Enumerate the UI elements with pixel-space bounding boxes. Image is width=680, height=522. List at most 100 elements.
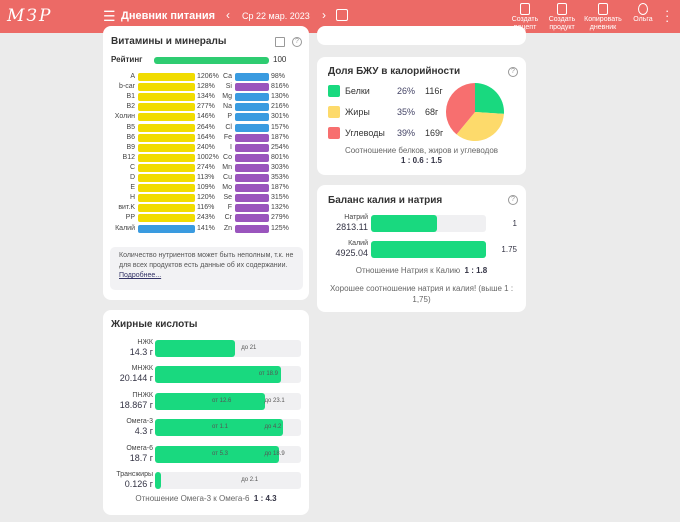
nutrient-bar	[235, 113, 269, 122]
fatty-acid-track: до 21	[155, 340, 301, 357]
nutrient-label: Si	[225, 83, 232, 91]
legend-grams: 116г	[425, 86, 443, 96]
nutrient-label: Zn	[223, 224, 232, 232]
table-icon[interactable]	[275, 37, 285, 47]
omega-ratio: Отношение Омега-3 к Омега-6 1 : 4.3	[135, 494, 277, 503]
prev-day-button[interactable]: ‹	[226, 8, 230, 22]
create-product-button[interactable]: Создать продукт	[545, 3, 579, 32]
nutrient-percent: 187%	[271, 133, 289, 141]
nutrient-row: C 274%	[95, 163, 215, 173]
more-link[interactable]: Подробнее...	[119, 272, 162, 279]
nutrient-label: P	[227, 113, 232, 121]
nutrient-percent: 274%	[197, 163, 215, 171]
fatty-acid-bar	[155, 472, 161, 489]
nutrient-label: b-car	[119, 83, 135, 91]
menu-icon[interactable]: ☰	[103, 8, 116, 24]
kna-value: 4925.04	[335, 248, 368, 258]
kna-name: Натрий	[344, 214, 368, 221]
rating-label: Рейтинг	[111, 55, 143, 64]
fatty-acid-name: Омега-3	[126, 418, 153, 426]
nutrient-bar	[138, 194, 195, 203]
pie-slice-1	[456, 112, 504, 141]
fatty-acid-name: МНЖК	[131, 365, 153, 373]
fatty-acid-label: МНЖК 20.144 г	[107, 365, 153, 383]
nutrient-bar	[235, 103, 269, 112]
fatty-acid-value: 18.7 г	[129, 452, 153, 463]
nutrient-percent: 132%	[271, 204, 289, 212]
nutrient-label: D	[129, 174, 135, 181]
nutrient-row: Cl 157%	[192, 123, 302, 133]
nutrient-row: Se 315%	[192, 193, 302, 203]
fatty-acid-label: ПНЖК 18.867 г	[107, 392, 153, 410]
document-icon	[598, 3, 608, 15]
fatty-acid-track: от 12.6 до 23.1	[155, 392, 301, 410]
nutrient-bar	[138, 143, 195, 152]
nutrient-row: B1 134%	[95, 92, 215, 102]
help-icon[interactable]: ?	[508, 67, 518, 77]
rating-bar	[154, 57, 269, 64]
nutrient-percent: 301%	[271, 113, 289, 121]
nutrient-bar	[235, 174, 269, 182]
nutrient-bar	[235, 163, 269, 172]
nutrient-percent: 240%	[197, 143, 215, 151]
nutrient-label: E	[130, 184, 135, 192]
nutrient-row: B6 164%	[95, 133, 215, 143]
fatty-acid-value: 20.144 г	[119, 373, 153, 384]
help-icon[interactable]: ?	[508, 195, 518, 205]
nutrient-label: PP	[125, 214, 135, 222]
kna-ratio-value: 1	[512, 219, 517, 228]
nutrient-label: B2	[126, 103, 135, 111]
nutrient-row: B5 264%	[95, 123, 215, 133]
nutrient-label: Холин	[114, 113, 135, 121]
copy-diary-button[interactable]: Копировать дневник	[580, 3, 626, 32]
nutrient-percent: 113%	[197, 174, 215, 181]
user-menu[interactable]: Ольга	[630, 3, 656, 24]
nutrient-label: H	[129, 194, 135, 202]
nutrient-percent: 146%	[197, 113, 215, 121]
current-date[interactable]: Ср 22 мар. 2023	[242, 11, 310, 21]
fatty-acid-label: Трансжиры 0.126 г	[107, 471, 153, 489]
product-icon	[557, 3, 567, 15]
nutrient-percent: 243%	[197, 214, 215, 222]
fatty-acid-bar	[155, 445, 280, 463]
nutrient-label: Mn	[222, 163, 232, 171]
nutrient-bar	[235, 73, 269, 81]
nutrient-label: Ca	[223, 73, 232, 80]
nutrient-label: F	[227, 204, 232, 212]
create-recipe-button[interactable]: Создать рецепт	[508, 3, 542, 32]
legend-name: Белки	[345, 86, 370, 96]
logo[interactable]: МЗР	[7, 6, 53, 26]
fatty-acid-name: Омега-6	[126, 444, 153, 452]
fatty-acid-label: Омега-3 4.3 г	[107, 418, 153, 436]
nutrient-label: Cu	[223, 174, 232, 181]
bju-ratio: Соотношение белков, жиров и углеводов 1 :…	[344, 146, 499, 165]
more-icon[interactable]: · · ·	[665, 3, 670, 28]
nutrient-row: Zn 125%	[192, 224, 302, 234]
nutrient-percent: 125%	[271, 224, 289, 232]
norm-marker: от 1.1	[212, 424, 228, 431]
nutrient-label: Mo	[222, 184, 232, 192]
legend-swatch	[328, 106, 340, 118]
nutrient-row: Na 216%	[192, 102, 302, 112]
user-icon	[638, 3, 648, 15]
nutrient-row: I 254%	[192, 143, 302, 153]
kna-track	[371, 215, 486, 232]
next-day-button[interactable]: ›	[322, 8, 326, 22]
nutrient-row: Fe 187%	[192, 133, 302, 143]
bju-pie-chart	[446, 83, 504, 141]
nutrient-label: B1	[126, 93, 135, 101]
nutrient-bar	[138, 73, 195, 81]
nutrient-row: Cu 353%	[192, 173, 302, 183]
fatty-acid-value: 4.3 г	[134, 426, 153, 437]
nutrient-percent: 130%	[271, 93, 289, 101]
norm-marker: от 5.3	[212, 450, 228, 457]
norm-marker: до 18.9	[264, 450, 285, 457]
calendar-icon[interactable]	[336, 9, 348, 21]
fatty-acid-value: 14.3 г	[129, 347, 153, 357]
norm-marker: до 4.2	[264, 424, 282, 431]
nutrient-label: Na	[223, 103, 232, 111]
nutrient-row: B2 277%	[95, 102, 215, 112]
nutrient-percent: 134%	[197, 93, 215, 101]
help-icon[interactable]: ?	[292, 37, 302, 47]
legend-percent: 26%	[397, 86, 416, 96]
